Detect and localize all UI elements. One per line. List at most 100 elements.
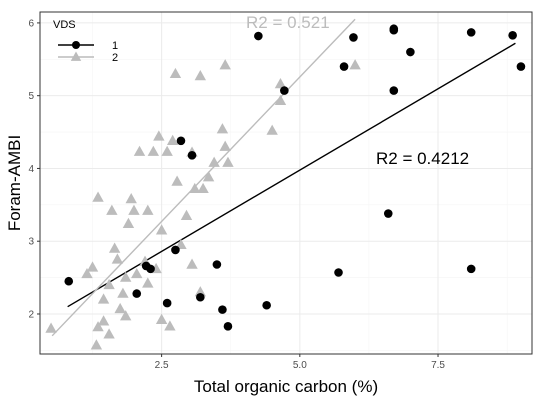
- point-series-2: [142, 277, 154, 288]
- point-series-2: [274, 78, 287, 89]
- point-series-2: [208, 156, 220, 167]
- point-series-2: [164, 320, 176, 331]
- point-series-2: [153, 130, 165, 141]
- point-series-2: [128, 204, 140, 215]
- fit-line-series-2: [51, 18, 356, 337]
- r2-annotation-series-1: R2 = 0.4212: [376, 149, 469, 168]
- x-axis-title: Total organic carbon (%): [194, 377, 378, 396]
- point-series-2: [133, 145, 146, 156]
- point-series-2: [97, 293, 110, 304]
- point-series-2: [274, 94, 287, 105]
- grid: [40, 12, 532, 354]
- point-series-1: [171, 245, 180, 255]
- point-series-1: [508, 30, 517, 40]
- point-series-2: [197, 182, 209, 194]
- data-points: [45, 24, 526, 350]
- point-series-2: [111, 253, 124, 264]
- point-series-2: [169, 67, 182, 79]
- legend-entries: 12: [58, 40, 118, 64]
- point-series-2: [222, 156, 234, 167]
- fit-lines: [51, 18, 516, 337]
- point-series-2: [189, 182, 201, 194]
- point-series-1: [212, 260, 222, 269]
- x-tick-label: 5.0: [293, 360, 307, 371]
- point-series-2: [194, 286, 207, 297]
- point-series-2: [122, 217, 135, 228]
- point-series-1: [132, 289, 142, 298]
- point-series-1: [516, 62, 526, 71]
- point-series-1: [254, 31, 263, 41]
- point-series-1: [280, 86, 289, 95]
- legend-key-marker-1: [72, 41, 80, 49]
- point-series-1: [218, 305, 227, 314]
- point-series-2: [131, 267, 143, 279]
- point-series-1: [334, 268, 343, 277]
- r2-annotation-series-2: R2 = 0.521: [246, 13, 330, 32]
- point-series-2: [114, 302, 126, 314]
- point-series-1: [162, 298, 172, 308]
- y-tick-label: 6: [28, 18, 34, 29]
- point-series-1: [64, 276, 74, 286]
- point-series-2: [142, 204, 154, 215]
- point-series-2: [103, 328, 115, 339]
- legend-key-marker-2: [70, 51, 82, 61]
- point-series-1: [187, 151, 197, 160]
- point-series-1: [389, 24, 399, 34]
- point-series-2: [117, 287, 129, 298]
- point-series-1: [262, 300, 271, 310]
- y-axis-title: Foram-AMBI: [5, 135, 24, 231]
- point-series-2: [92, 321, 104, 332]
- point-series-2: [108, 242, 121, 253]
- point-series-2: [90, 339, 103, 350]
- point-series-2: [81, 267, 93, 279]
- point-series-2: [216, 123, 229, 134]
- point-series-2: [194, 70, 207, 81]
- legend-label-1: 1: [112, 40, 118, 52]
- point-series-2: [45, 322, 57, 333]
- legend-title: VDS: [53, 19, 76, 31]
- point-series-2: [180, 209, 193, 220]
- x-tick-label: 7.5: [431, 360, 445, 371]
- point-series-2: [219, 59, 231, 70]
- point-series-2: [119, 310, 132, 321]
- point-series-1: [196, 292, 205, 302]
- point-series-2: [106, 204, 118, 215]
- axis-ticks: 2.5 5.0 7.5 2 3 4 5 6: [28, 18, 445, 371]
- y-tick-label: 3: [28, 237, 34, 248]
- point-series-2: [125, 193, 137, 204]
- point-series-2: [166, 134, 179, 145]
- point-series-1: [383, 209, 393, 218]
- y-tick-label: 2: [28, 309, 34, 320]
- point-series-1: [406, 47, 415, 57]
- point-series-1: [466, 28, 476, 37]
- point-series-2: [219, 140, 231, 151]
- point-series-2: [86, 261, 99, 272]
- point-series-1: [223, 322, 233, 331]
- point-series-2: [186, 258, 198, 269]
- legend: VDS 12: [53, 19, 118, 64]
- panel-border: [39, 11, 533, 355]
- point-series-2: [155, 224, 168, 235]
- point-series-1: [176, 136, 186, 146]
- point-series-2: [147, 145, 160, 156]
- point-series-2: [155, 313, 168, 324]
- legend-label-2: 2: [112, 52, 118, 64]
- fit-line-series-1: [67, 42, 516, 308]
- x-tick-label: 2.5: [155, 360, 169, 371]
- point-series-2: [202, 171, 215, 182]
- point-series-2: [119, 271, 132, 282]
- point-series-1: [389, 86, 399, 95]
- point-series-1: [466, 264, 476, 274]
- point-series-1: [339, 62, 349, 71]
- point-series-2: [349, 59, 361, 70]
- point-series-2: [161, 145, 173, 156]
- y-tick-label: 4: [28, 164, 34, 175]
- point-series-2: [175, 238, 187, 250]
- point-series-2: [92, 191, 104, 202]
- point-series-1: [146, 264, 155, 274]
- point-series-2: [103, 278, 115, 290]
- point-series-2: [171, 175, 183, 186]
- point-series-2: [97, 315, 110, 326]
- point-series-2: [266, 124, 278, 135]
